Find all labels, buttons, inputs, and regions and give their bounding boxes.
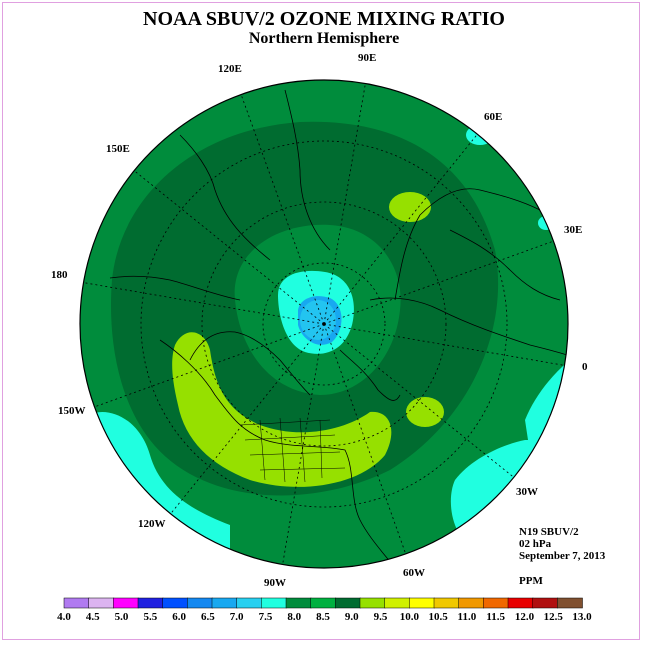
colorbar-tick-label: 13.0 — [572, 611, 592, 623]
lon-label-180: 180 — [51, 269, 68, 281]
colorbar-tick-label: 12.5 — [544, 611, 564, 623]
colorbar-tick-label: 4.0 — [57, 611, 71, 623]
colorbar-swatch — [409, 597, 435, 609]
colorbar-swatch — [236, 597, 263, 609]
meridian — [323, 80, 367, 325]
colorbar-tick-label: 8.0 — [287, 611, 301, 623]
colorbar-swatch — [211, 597, 238, 609]
colorbar-swatch — [187, 597, 213, 609]
coastline-greenland — [339, 349, 401, 401]
colorbar-swatch — [458, 597, 485, 609]
colorbar-swatch — [483, 597, 509, 609]
lon-label-150e: 150E — [106, 143, 130, 155]
map-subtitle: Northern Hemisphere — [248, 30, 400, 47]
colorbar-tick-label: 11.0 — [458, 611, 477, 623]
meridian — [323, 237, 563, 325]
state-boundaries — [239, 417, 346, 483]
lon-label-120e: 120E — [218, 63, 242, 75]
colorbar-swatch — [113, 597, 139, 609]
lon-label-60w: 60W — [403, 567, 425, 579]
colorbar-swatch — [137, 597, 164, 609]
colorbar-tick-label: 9.5 — [374, 611, 388, 623]
latitude-circle — [140, 140, 508, 508]
colorbar-swatch — [433, 597, 460, 609]
coastline-europe — [369, 297, 568, 361]
meridian — [237, 85, 325, 325]
coastline-siberia — [284, 89, 331, 251]
lon-label-90e: 90E — [358, 52, 376, 64]
colorbar-swatch — [162, 597, 189, 609]
colorbar-swatch — [384, 597, 411, 609]
lon-label-120w: 120W — [138, 518, 166, 530]
colorbar: 4.0 4.5 5.0 5.5 6.0 6.5 7.0 7.5 8.0 8.5 9.0 9.5 10.0… — [57, 597, 592, 623]
colorbar-tick-label: 5.5 — [143, 611, 157, 623]
colorbar-swatch — [310, 597, 337, 609]
latitude-circle — [262, 262, 386, 386]
lon-label-30w: 30W — [516, 486, 538, 498]
colorbar-swatch — [261, 597, 287, 609]
colorbar-tick-label: 10.0 — [400, 611, 420, 623]
colorbar-tick-label: 12.0 — [515, 611, 535, 623]
map-boundary — [79, 79, 569, 569]
colorbar-swatch — [359, 597, 386, 609]
colorbar-swatch — [532, 597, 559, 609]
colorbar-swatch — [63, 597, 90, 609]
colorbar-swatch — [335, 597, 361, 609]
field-level-9-5-arc — [172, 332, 392, 487]
meridian — [80, 281, 325, 325]
colorbar-swatch — [88, 597, 115, 609]
lon-label-60e: 60E — [484, 111, 502, 123]
colorbar-tick-label: 7.0 — [230, 611, 244, 623]
coastline-bering — [109, 275, 241, 301]
map-title: NOAA SBUV/2 OZONE MIXING RATIO — [143, 8, 505, 30]
colorbar-swatch — [557, 597, 583, 609]
colorbar-tick-label: 10.5 — [428, 611, 448, 623]
lon-label-90w: 90W — [264, 577, 286, 589]
colorbar-tick-label: 9.0 — [345, 611, 359, 623]
colorbar-tick-label: 11.5 — [486, 611, 505, 623]
colorbar-swatch — [285, 597, 312, 609]
state-lines — [259, 417, 323, 483]
meridian — [85, 323, 325, 411]
graticule — [80, 80, 568, 568]
lon-label-30e: 30E — [564, 224, 582, 236]
coastlines — [109, 89, 568, 568]
date-label: September 7, 2013 — [519, 550, 606, 562]
colorbar-tick-label: 7.5 — [259, 611, 273, 623]
lon-label-0: 0 — [582, 361, 588, 373]
meridian — [281, 323, 325, 568]
colorbar-swatch — [507, 597, 534, 609]
colorbar-tick-label: 8.5 — [316, 611, 330, 623]
instrument-label: N19 SBUV/2 — [519, 526, 579, 538]
coastline-east-asia — [179, 134, 271, 261]
coastline-scandinavia-asia — [394, 188, 541, 301]
colorbar-tick-label: 6.5 — [201, 611, 215, 623]
colorbar-tick-label: 6.0 — [172, 611, 186, 623]
coastline-alaska-canada — [189, 331, 311, 396]
field-level-9-5-patch — [406, 397, 444, 427]
colorbar-tick-label: 4.5 — [86, 611, 100, 623]
meridian — [323, 323, 568, 367]
pressure-level: 02 hPa — [519, 538, 552, 550]
figure-frame — [2, 2, 640, 640]
latitude-circle — [201, 201, 447, 447]
coastline-mediterranean — [449, 229, 561, 301]
coastline-north-america — [159, 339, 401, 568]
units-label: PPM — [519, 575, 543, 587]
field-level-7-5-pole — [300, 300, 336, 340]
state-lines — [239, 419, 346, 471]
lon-label-150w: 150W — [58, 405, 86, 417]
colorbar-tick-label: 5.0 — [115, 611, 129, 623]
